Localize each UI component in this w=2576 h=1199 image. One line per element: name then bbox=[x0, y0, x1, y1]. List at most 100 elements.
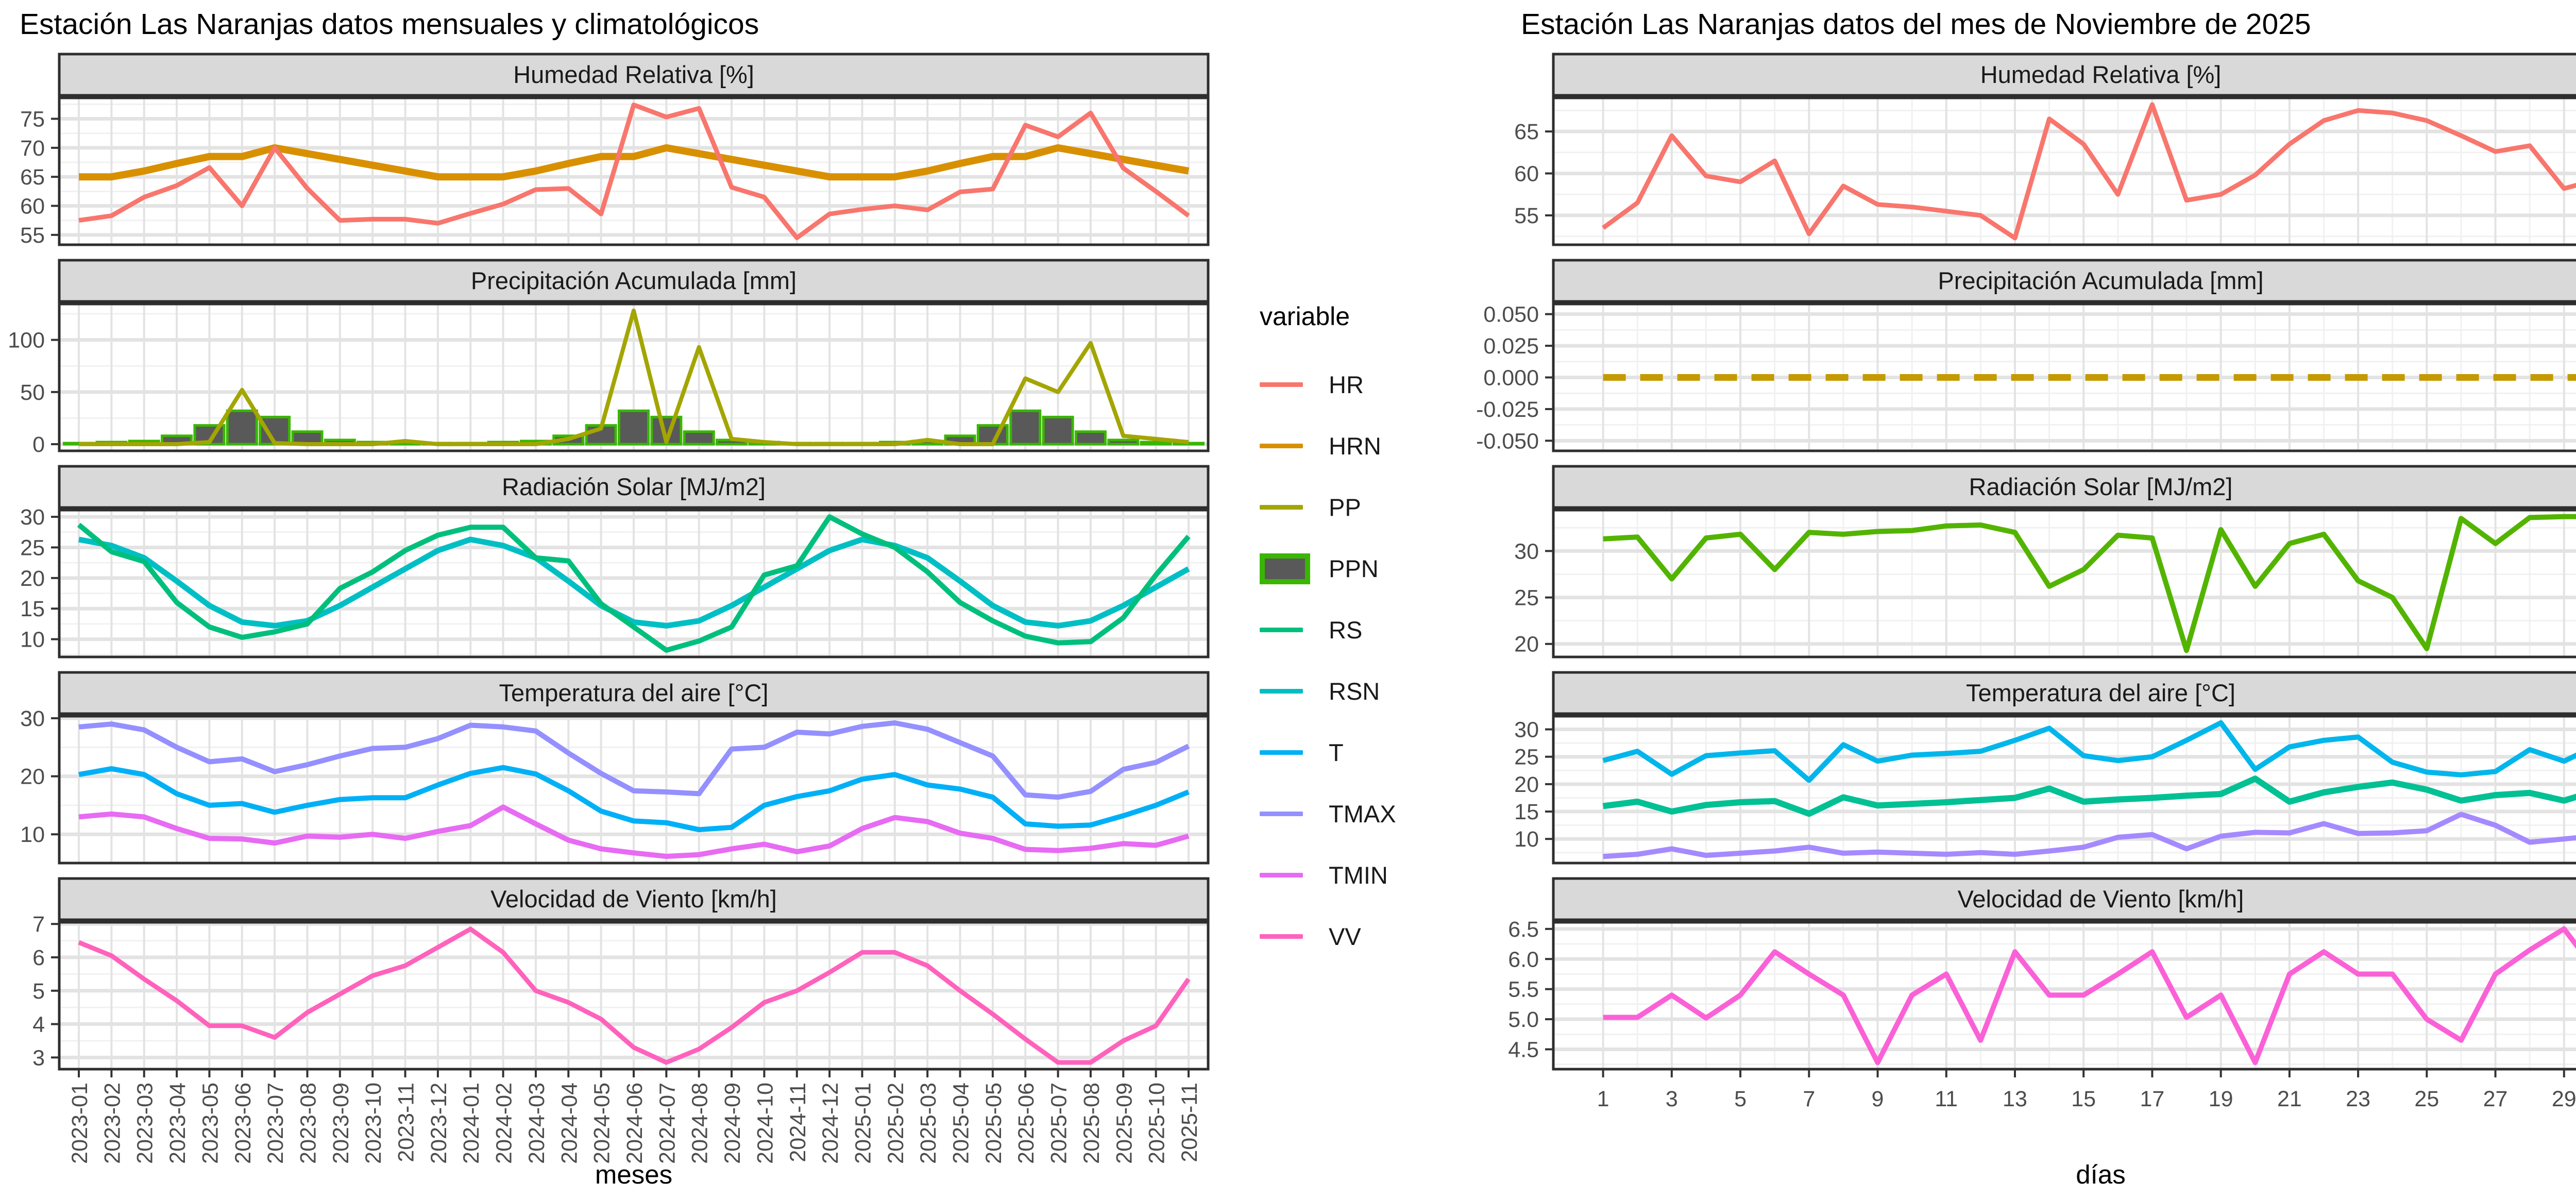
legend-key-swatch bbox=[1260, 553, 1310, 584]
y-tick-label: -0.025 bbox=[1476, 397, 1539, 422]
y-tick-label: 55 bbox=[1514, 204, 1539, 228]
legend-key-swatch bbox=[1260, 812, 1303, 816]
y-tick-label: 7 bbox=[32, 912, 45, 937]
panel-strip bbox=[1552, 877, 2576, 921]
legend-entry-RS: RS bbox=[1260, 599, 1396, 661]
x-tick-label: 2025-09 bbox=[1112, 1083, 1137, 1164]
y-tick-label: 4 bbox=[32, 1012, 45, 1037]
y-tick-label: 60 bbox=[20, 194, 45, 219]
legend-entry-label: TMIN bbox=[1329, 862, 1388, 889]
series-line-HR bbox=[1601, 102, 2576, 241]
x-tick-label: 2023-09 bbox=[329, 1083, 353, 1164]
daily-chart-title: Estación Las Naranjas datos del mes de N… bbox=[1521, 8, 2311, 41]
y-tick-label: 75 bbox=[20, 107, 45, 132]
x-tick-label: 2023-06 bbox=[231, 1083, 256, 1164]
x-tick-label: 2023-07 bbox=[263, 1083, 288, 1164]
x-tick-label: 2024-08 bbox=[688, 1083, 713, 1164]
x-tick-label: 2024-02 bbox=[492, 1083, 517, 1164]
legend-entry-label: VV bbox=[1329, 923, 1361, 950]
x-tick-label: 2023-02 bbox=[100, 1083, 125, 1164]
x-tick-label: 2024-10 bbox=[753, 1083, 777, 1164]
series-line-TMIN bbox=[78, 804, 1190, 859]
x-tick-label: 17 bbox=[2140, 1087, 2164, 1111]
bar-PPN bbox=[1074, 430, 1107, 446]
x-tick-label: 21 bbox=[2277, 1087, 2302, 1111]
legend-line-key-icon bbox=[1260, 628, 1313, 632]
x-tick-label: 2025-01 bbox=[851, 1083, 875, 1164]
x-tick-label: 2025-10 bbox=[1145, 1083, 1170, 1164]
x-tick-label: 15 bbox=[2071, 1087, 2096, 1111]
y-tick-label: 0 bbox=[32, 432, 45, 457]
legend-line-key-icon bbox=[1260, 750, 1313, 755]
series-line-VV bbox=[78, 926, 1191, 1065]
y-tick-label: 20 bbox=[20, 566, 45, 591]
panel-border bbox=[58, 715, 1210, 865]
x-tick-label: 2025-08 bbox=[1079, 1083, 1104, 1164]
legend-line-key-icon bbox=[1260, 812, 1313, 816]
legend-key-swatch bbox=[1260, 873, 1303, 877]
panel-strip-label: Radiación Solar [MJ/m2] bbox=[1969, 473, 2233, 500]
legend-entry-HR: HR bbox=[1260, 354, 1396, 415]
x-tick-label: 2025-03 bbox=[916, 1083, 941, 1164]
x-tick-label: 2024-03 bbox=[524, 1083, 549, 1164]
panel-0: Humedad Relativa [%] 75 70 65 60 55 bbox=[20, 53, 1210, 248]
y-tick-label: 20 bbox=[20, 765, 45, 789]
x-tick-label: 2023-03 bbox=[133, 1083, 158, 1164]
series-line-T bbox=[78, 765, 1190, 833]
panel-0: Humedad Relativa [%] 65 60 55 bbox=[1514, 53, 2576, 246]
panel-border bbox=[1552, 96, 2576, 246]
legend-entry-VV: VV bbox=[1260, 906, 1396, 967]
bar-PPN bbox=[1172, 442, 1205, 446]
legend-key-swatch bbox=[1260, 689, 1303, 694]
panel-strip bbox=[58, 53, 1210, 97]
panel-strip-label: Precipitación Acumulada [mm] bbox=[471, 267, 796, 294]
x-tick-label: 9 bbox=[1872, 1087, 1884, 1111]
panel-border bbox=[58, 509, 1210, 658]
legend-line-key-icon bbox=[1260, 689, 1313, 694]
panel-strip bbox=[58, 465, 1210, 509]
legend-bar-key-icon bbox=[1260, 553, 1313, 584]
legend-entry-label: RS bbox=[1329, 616, 1363, 644]
legend-line-key-icon bbox=[1260, 382, 1313, 387]
y-tick-label: 55 bbox=[20, 223, 45, 248]
x-tick-label: 29 bbox=[2552, 1087, 2576, 1111]
panel-strip-label: Humedad Relativa [%] bbox=[513, 61, 754, 88]
y-tick-label: 65 bbox=[20, 165, 45, 190]
y-tick-label: 100 bbox=[8, 328, 45, 353]
x-tick-label: 2025-05 bbox=[981, 1083, 1006, 1164]
daily-x-axis: 1 3 5 7 9 11 13 15 17 19 21 23 25 27 29 bbox=[1597, 1069, 2576, 1111]
legend-entry-label: PPN bbox=[1329, 555, 1379, 582]
panel-1: Precipitación Acumulada [mm] 100 50 0 bbox=[8, 259, 1210, 457]
panel-4: Velocidad de Viento [km/h] 7 6 5 4 3 bbox=[32, 877, 1210, 1071]
y-tick-label: 25 bbox=[1514, 745, 1539, 770]
legend-key-swatch bbox=[1260, 750, 1303, 755]
panel-strip-label: Precipitación Acumulada [mm] bbox=[1938, 267, 2263, 294]
y-tick-label: 0.000 bbox=[1483, 366, 1539, 391]
daily-chart: Humedad Relativa [%] 65 60 55 Precipitación … bbox=[1476, 53, 2576, 1111]
monthly-legend: variable HR HRN PP PPN RS RSN T TMAX TMIN VV bbox=[1260, 300, 1396, 967]
y-tick-label: 4.5 bbox=[1508, 1037, 1539, 1062]
series-line-HR bbox=[78, 103, 1190, 240]
panel-strip-label: Velocidad de Viento [km/h] bbox=[490, 885, 777, 913]
bar-PPN bbox=[226, 409, 258, 446]
x-tick-label: 2024-06 bbox=[622, 1083, 647, 1164]
y-tick-label: 0.025 bbox=[1483, 334, 1539, 359]
x-tick-label: 25 bbox=[2414, 1087, 2439, 1111]
series-line-HRN bbox=[79, 144, 1190, 181]
panel-strip-label: Velocidad de Viento [km/h] bbox=[1958, 885, 2244, 913]
legend-entry-TMIN: TMIN bbox=[1260, 845, 1396, 906]
legend-key-swatch bbox=[1260, 934, 1303, 939]
y-tick-label: 30 bbox=[1514, 718, 1539, 742]
y-tick-label: 20 bbox=[1514, 772, 1539, 797]
x-tick-label: 2024-01 bbox=[459, 1083, 484, 1164]
x-tick-label: 2023-08 bbox=[296, 1083, 320, 1164]
y-tick-label: 20 bbox=[1514, 632, 1539, 657]
legend-entry-TMAX: TMAX bbox=[1260, 783, 1396, 845]
y-tick-label: 15 bbox=[1514, 800, 1539, 824]
x-tick-label: 2024-05 bbox=[590, 1083, 615, 1164]
y-tick-label: 50 bbox=[20, 380, 45, 405]
y-tick-label: 15 bbox=[20, 597, 45, 621]
legend-entry-label: PP bbox=[1329, 494, 1361, 521]
